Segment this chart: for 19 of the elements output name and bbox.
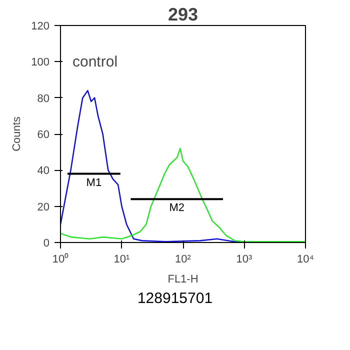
chart-title: 293 (168, 4, 198, 24)
series-label: M1 (86, 176, 102, 189)
annotation: control (72, 54, 118, 70)
y-tick-label: 40 (37, 165, 50, 178)
x-tick-label: 10⁴ (297, 254, 314, 266)
y-tick-label: 100 (31, 56, 50, 69)
x-tick-label: 10⁰ (52, 252, 69, 266)
y-tick-label: 60 (37, 129, 50, 141)
x-tick-label: 10³ (236, 254, 253, 266)
x-axis-title: FL1-H (168, 274, 198, 286)
x-tick-label: 10² (175, 254, 192, 266)
series-label: M2 (169, 202, 184, 214)
y-tick-label: 0 (43, 238, 50, 250)
y-tick-label: 120 (31, 20, 50, 32)
text: 128915701 (137, 289, 213, 309)
y-tick-label: 80 (37, 92, 50, 105)
y-axis-title: Counts (11, 116, 24, 152)
x-tick-label: 10¹ (114, 254, 130, 266)
y-tick-label: 20 (37, 201, 50, 214)
